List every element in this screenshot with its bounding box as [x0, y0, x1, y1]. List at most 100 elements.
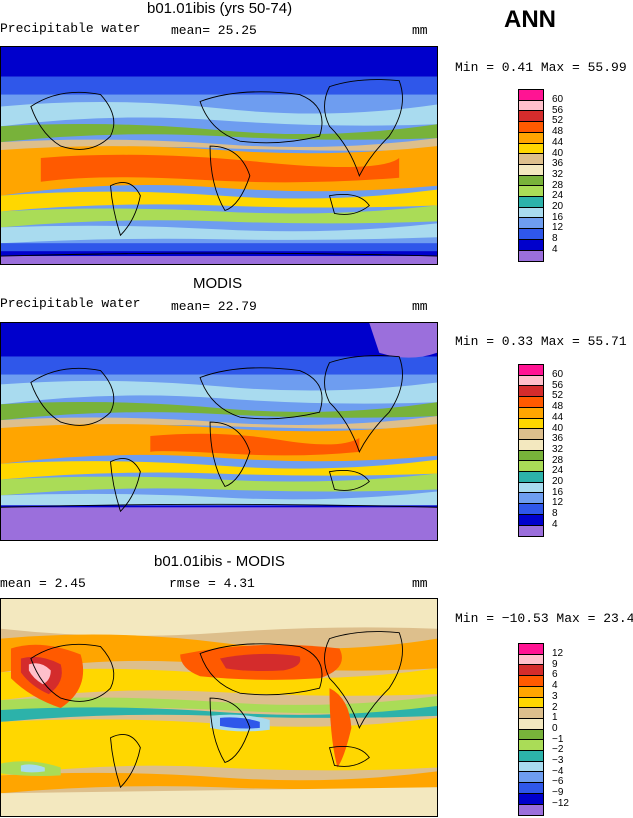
panel1-colorbar-label: 8 — [552, 233, 558, 245]
contour-band — [1, 205, 437, 228]
contour-band — [219, 653, 301, 672]
panel3-units: mm — [412, 576, 428, 591]
contour-band — [20, 764, 45, 773]
panel1-colorbar: 60 56 52 48 44 40 36 32 28 24 20 16 12 8… — [518, 89, 563, 262]
panel1-colorbar-label: 60 — [552, 94, 564, 105]
contour-band — [369, 323, 437, 358]
panel2-map-svg — [1, 323, 437, 540]
contour-band — [1, 706, 437, 722]
contour-band — [150, 433, 360, 456]
panel1-colorbar-label: 20 — [552, 201, 564, 212]
panel2-colorbar: 60 56 52 48 44 40 36 32 28 24 20 16 12 8… — [518, 364, 563, 537]
contour-band — [1, 599, 437, 636]
panel3-colorbar-label: −6 — [552, 776, 564, 788]
panel3-colorbar-label: 12 — [552, 648, 564, 659]
contour-band — [1, 473, 437, 496]
panel2-colorbar-label: 32 — [552, 443, 564, 455]
panel3-colorbar-label: 9 — [552, 658, 558, 670]
season-label: ANN — [504, 6, 556, 33]
contour-band — [1, 696, 437, 716]
contour-band — [1, 251, 437, 257]
panel1-colorbar-swatch — [518, 249, 544, 262]
panel1-mean-label: mean= 25.25 — [171, 23, 257, 38]
contour-band — [1, 787, 437, 816]
panel2-colorbar-label: 60 — [552, 369, 564, 380]
contour-band — [1, 416, 437, 432]
panel3-colorbar-label: 0 — [552, 722, 558, 734]
panel1-colorbar-label: 36 — [552, 158, 564, 170]
panel1-colorbar-label: 28 — [552, 179, 564, 191]
panel3-colorbar-label: −3 — [552, 755, 564, 766]
panel3-colorbar-label: 4 — [552, 680, 558, 692]
contour-band — [1, 771, 437, 794]
panel1-map — [0, 46, 438, 265]
panel1-minmax: Min = 0.41 Max = 55.99 — [455, 60, 627, 75]
panel1-colorbar-label: 12 — [552, 222, 564, 234]
panel2-map — [0, 322, 438, 541]
contour-band — [1, 223, 437, 244]
contour-band — [1, 189, 437, 212]
panel2-colorbar-label: 36 — [552, 433, 564, 445]
panel1-colorbar-label: 48 — [552, 126, 564, 138]
contour-band — [1, 717, 437, 776]
panel2-colorbar-label: 12 — [552, 497, 564, 509]
panel3-map-svg — [1, 599, 437, 816]
panel1-map-svg — [1, 47, 437, 264]
panel2-colorbar-label: 52 — [552, 390, 564, 402]
contour-band — [1, 459, 437, 480]
panel2-colorbar-label: 24 — [552, 465, 564, 477]
panel3-minmax: Min = −10.53 Max = 23.43 — [455, 611, 633, 626]
panel2-colorbar-label: 40 — [552, 422, 564, 434]
panel3-map — [0, 598, 438, 817]
panel2-colorbar-label: 48 — [552, 401, 564, 413]
panel3-colorbar-label: 3 — [552, 690, 558, 702]
contour-band — [1, 507, 437, 540]
panel3-colorbar-label: 2 — [552, 701, 558, 713]
panel3-title: b01.01ibis - MODIS — [154, 553, 285, 570]
panel2-colorbar-swatch — [518, 524, 544, 537]
panel2-variable-label: Precipitable water — [0, 296, 141, 311]
contour-band — [1, 668, 437, 701]
contour-band — [40, 154, 400, 183]
panel1-colorbar-label: 32 — [552, 168, 564, 180]
panel2-colorbar-label: 44 — [552, 411, 564, 423]
panel1-colorbar-label: 44 — [552, 136, 564, 148]
panel3-mean-label: mean = 2.45 — [0, 576, 86, 591]
panel1-colorbar-label: 24 — [552, 190, 564, 202]
panel2-colorbar-label: 20 — [552, 476, 564, 487]
panel3-colorbar-label: −1 — [552, 733, 564, 745]
panel1-colorbar-label: 4 — [552, 243, 558, 255]
contour-band — [1, 138, 437, 155]
panel2-colorbar-label: 4 — [552, 518, 558, 530]
contour-band — [329, 688, 352, 768]
panel3-rmse-label: rmse = 4.31 — [169, 576, 255, 591]
panel3-colorbar-label: −4 — [552, 765, 564, 777]
panel2-minmax: Min = 0.33 Max = 55.71 — [455, 334, 627, 349]
panel3-colorbar-label: 6 — [552, 669, 558, 681]
panel1-colorbar-label: 56 — [552, 104, 564, 116]
panel3-colorbar-label: −2 — [552, 744, 564, 756]
contour-band — [28, 663, 51, 685]
panel1-colorbar-label: 40 — [552, 147, 564, 159]
contour-band — [1, 47, 437, 77]
panel3-colorbar-label: −9 — [552, 787, 564, 799]
panel3-colorbar-label: −12 — [552, 797, 569, 809]
panel2-mean-label: mean= 22.79 — [171, 299, 257, 314]
panel2-colorbar-label: 56 — [552, 379, 564, 391]
panel2-units: mm — [412, 299, 428, 314]
panel1-title: b01.01ibis (yrs 50-74) — [147, 0, 293, 17]
panel2-colorbar-label: 28 — [552, 454, 564, 466]
panel2-title: MODIS — [193, 275, 243, 292]
contour-band — [1, 356, 437, 375]
panel3-colorbar-swatch — [518, 803, 544, 816]
contour-band — [219, 717, 260, 729]
contour-band — [1, 323, 437, 357]
contour-band — [1, 243, 437, 252]
panel1-units: mm — [412, 23, 428, 38]
panel1-colorbar-label: 52 — [552, 115, 564, 127]
panel2-colorbar-label: 16 — [552, 486, 564, 498]
panel1-colorbar-label: 16 — [552, 211, 564, 223]
panel2-colorbar-label: 8 — [552, 508, 558, 520]
panel1-variable-label: Precipitable water — [0, 21, 141, 36]
panel3-colorbar: 12 9 6 4 3 2 1 0 −1 −2 −3 −4 −6 −9 −12 — [518, 643, 569, 816]
